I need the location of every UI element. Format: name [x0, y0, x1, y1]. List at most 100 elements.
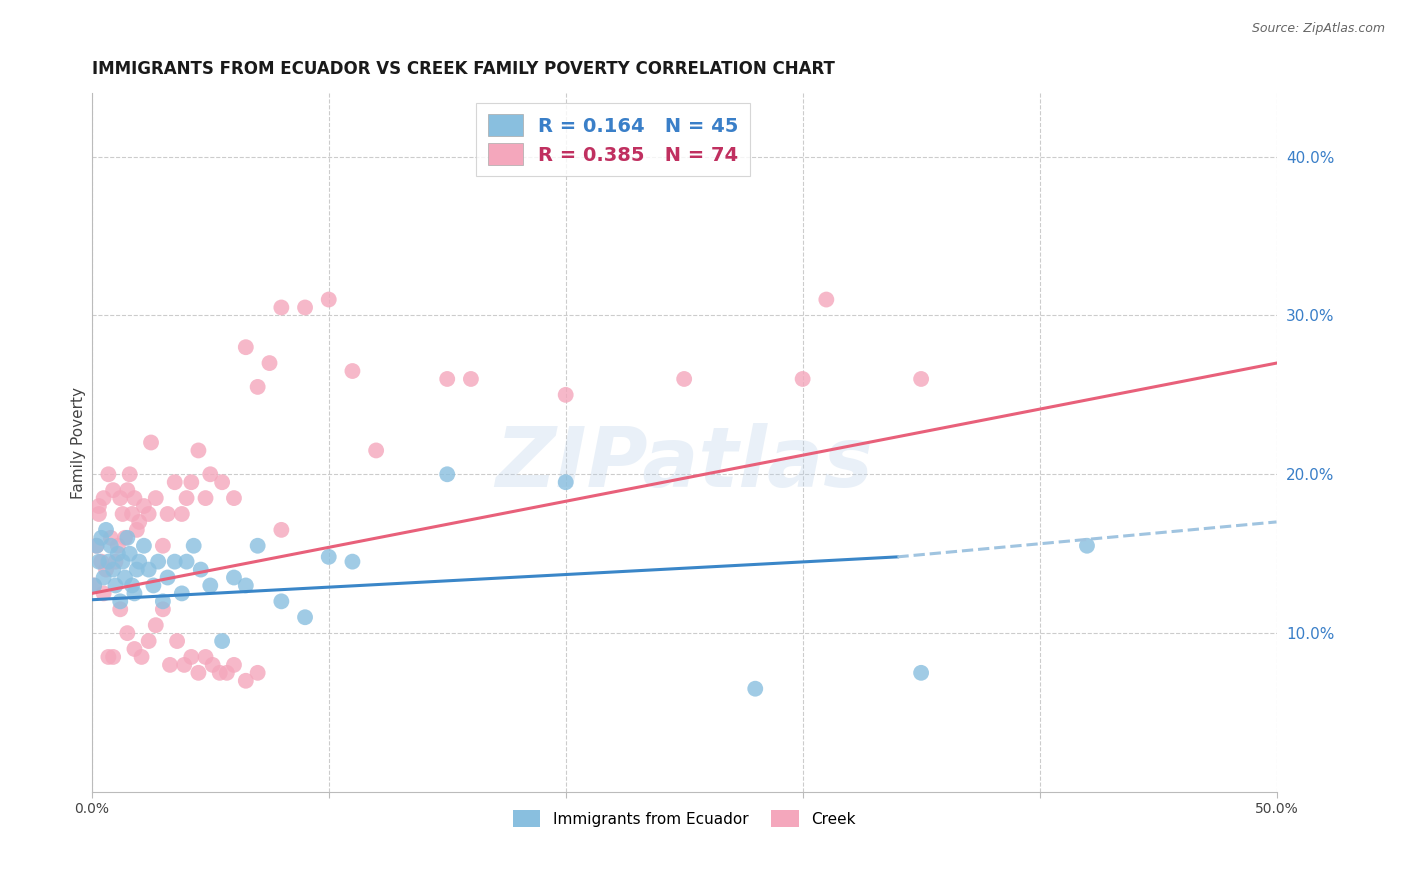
Point	[128, 515, 150, 529]
Point	[131, 649, 153, 664]
Point	[132, 539, 155, 553]
Point	[270, 301, 292, 315]
Point	[342, 364, 364, 378]
Point	[87, 499, 110, 513]
Point	[152, 602, 174, 616]
Point	[270, 523, 292, 537]
Point	[90, 555, 112, 569]
Point	[97, 649, 120, 664]
Point	[270, 594, 292, 608]
Point	[436, 467, 458, 482]
Text: ZIPatlas: ZIPatlas	[495, 423, 873, 504]
Point	[436, 372, 458, 386]
Point	[132, 499, 155, 513]
Point	[97, 467, 120, 482]
Point	[318, 293, 340, 307]
Point	[342, 555, 364, 569]
Point	[246, 665, 269, 680]
Point	[110, 491, 132, 505]
Point	[200, 467, 222, 482]
Point	[211, 634, 233, 648]
Point	[190, 563, 212, 577]
Point	[166, 634, 188, 648]
Point	[145, 618, 167, 632]
Point	[222, 657, 245, 672]
Point	[104, 578, 127, 592]
Point	[146, 555, 169, 569]
Point	[194, 491, 217, 505]
Point	[201, 657, 224, 672]
Point	[910, 372, 932, 386]
Point	[117, 483, 139, 498]
Point	[163, 475, 186, 490]
Point	[83, 578, 105, 592]
Point	[138, 507, 160, 521]
Point	[156, 507, 179, 521]
Point	[117, 626, 139, 640]
Point	[259, 356, 281, 370]
Point	[110, 594, 132, 608]
Point	[215, 665, 238, 680]
Point	[159, 657, 181, 672]
Point	[121, 578, 143, 592]
Legend: Immigrants from Ecuador, Creek: Immigrants from Ecuador, Creek	[506, 805, 862, 833]
Point	[104, 555, 127, 569]
Point	[170, 586, 193, 600]
Point	[187, 443, 209, 458]
Point	[101, 483, 124, 498]
Point	[176, 491, 198, 505]
Point	[318, 549, 340, 564]
Point	[194, 649, 217, 664]
Point	[910, 665, 932, 680]
Point	[118, 467, 141, 482]
Point	[118, 547, 141, 561]
Text: Source: ZipAtlas.com: Source: ZipAtlas.com	[1251, 22, 1385, 36]
Point	[86, 539, 108, 553]
Point	[124, 491, 146, 505]
Point	[94, 563, 117, 577]
Point	[100, 539, 122, 553]
Point	[83, 578, 105, 592]
Point	[176, 555, 198, 569]
Point	[1076, 539, 1098, 553]
Point	[93, 586, 115, 600]
Point	[100, 531, 122, 545]
Point	[138, 634, 160, 648]
Point	[235, 340, 257, 354]
Point	[87, 507, 110, 521]
Point	[138, 563, 160, 577]
Point	[246, 380, 269, 394]
Point	[111, 507, 134, 521]
Point	[117, 531, 139, 545]
Point	[86, 539, 108, 553]
Point	[107, 539, 129, 553]
Point	[93, 491, 115, 505]
Point	[180, 475, 202, 490]
Point	[460, 372, 482, 386]
Point	[101, 649, 124, 664]
Point	[124, 586, 146, 600]
Point	[222, 491, 245, 505]
Point	[200, 578, 222, 592]
Point	[87, 555, 110, 569]
Point	[93, 570, 115, 584]
Point	[121, 507, 143, 521]
Point	[163, 555, 186, 569]
Point	[235, 578, 257, 592]
Y-axis label: Family Poverty: Family Poverty	[72, 386, 86, 499]
Point	[208, 665, 231, 680]
Point	[94, 523, 117, 537]
Point	[183, 539, 205, 553]
Point	[187, 665, 209, 680]
Point	[114, 570, 136, 584]
Point	[170, 507, 193, 521]
Point	[124, 642, 146, 657]
Point	[128, 555, 150, 569]
Point	[744, 681, 766, 696]
Point	[97, 555, 120, 569]
Point	[673, 372, 696, 386]
Point	[111, 555, 134, 569]
Point	[246, 539, 269, 553]
Point	[107, 547, 129, 561]
Point	[101, 563, 124, 577]
